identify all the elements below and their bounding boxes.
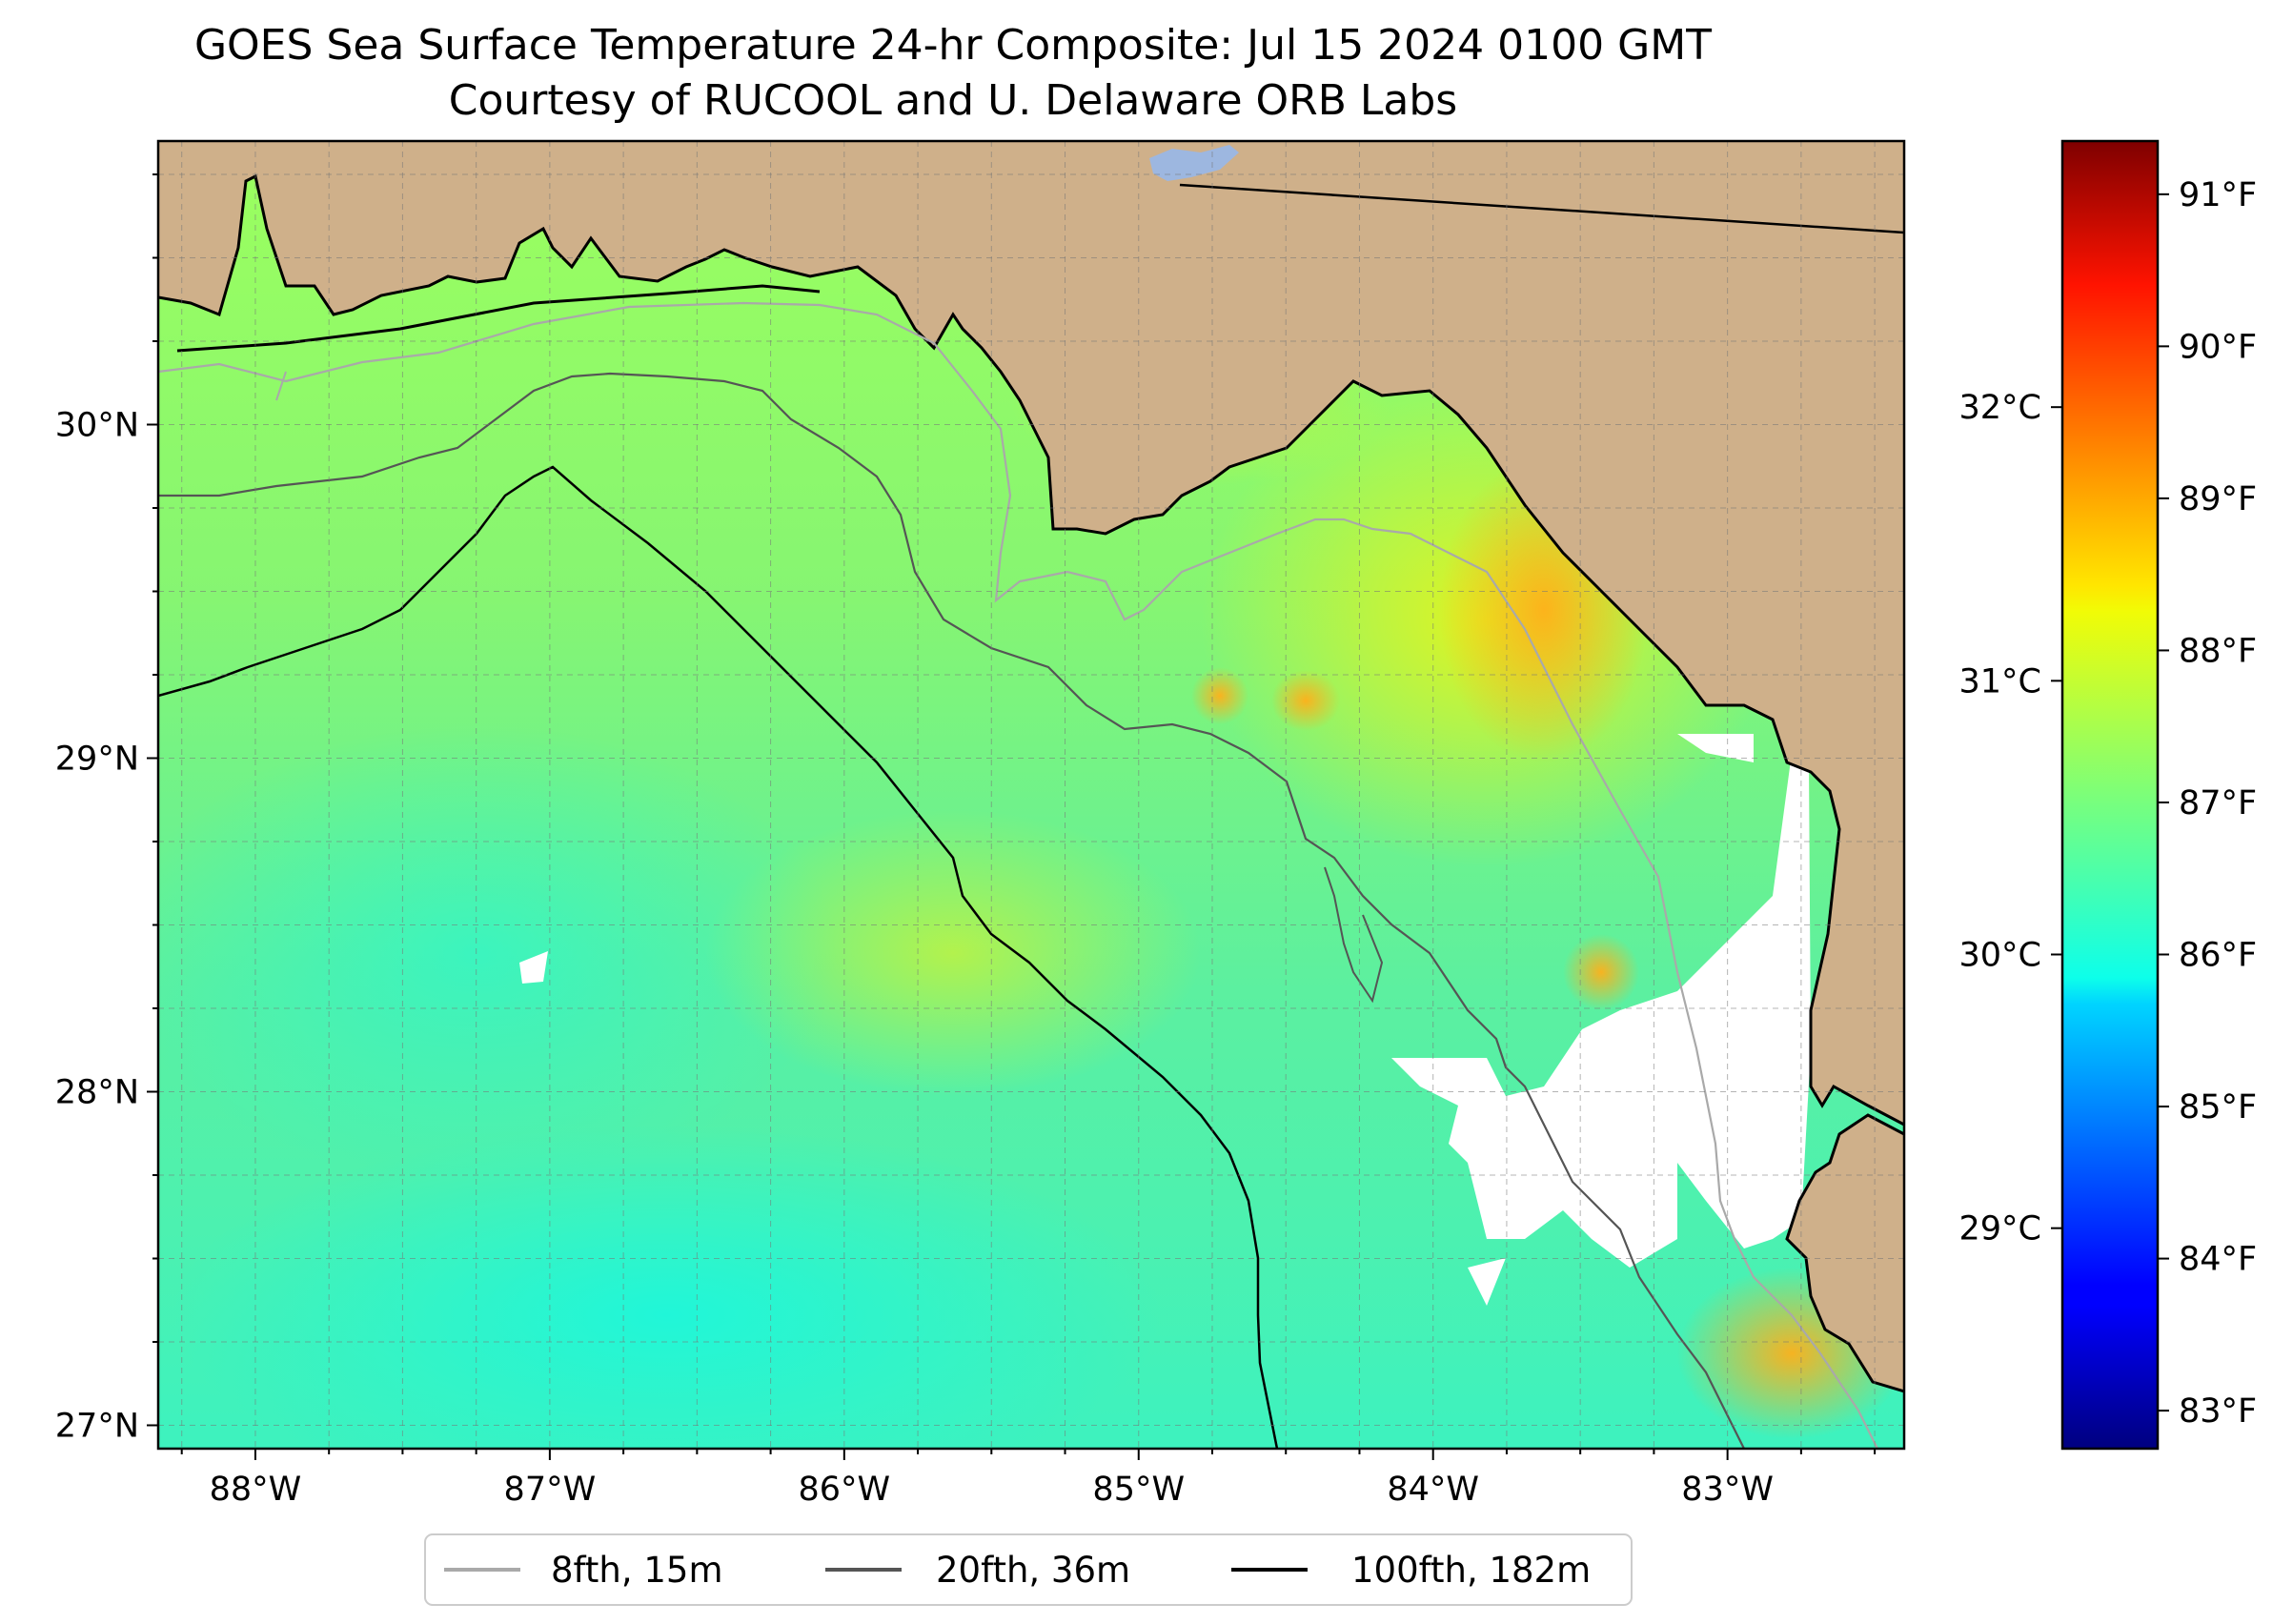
colorbar-f-label: 89°F: [2179, 480, 2257, 518]
colorbar-c-label: 29°C: [1959, 1210, 2041, 1248]
colorbar: [2062, 141, 2158, 1449]
colorbar-c-label: 30°C: [1959, 937, 2041, 975]
colorbar-f-label: 91°F: [2179, 176, 2257, 214]
coastline: [158, 173, 1904, 1127]
cloud-mask: [519, 951, 548, 984]
hot-water-patch: [1271, 670, 1340, 731]
legend-label-8fth: 8fth, 15m: [551, 1550, 723, 1591]
colorbar-c-label: 31°C: [1959, 662, 2041, 700]
warm-water-patch: [705, 810, 1201, 1096]
latitude-tick-label: 27°N: [55, 1408, 139, 1446]
isobath-100fth: [158, 465, 1279, 1449]
hot-water-patch: [1191, 667, 1248, 724]
isobath-8fth: [158, 301, 1878, 1449]
longitude-tick-label: 86°W: [798, 1471, 890, 1509]
map-area: [158, 141, 1904, 1449]
colorbar-f-label: 86°F: [2179, 937, 2257, 975]
colorbar-f-label: 90°F: [2179, 328, 2257, 366]
state-boundary: [1179, 183, 1904, 234]
map-frame: [156, 139, 1906, 1451]
colorbar-axes: 91°F 90°F 89°F 88°F 87°F 86°F 85°F 84°F 83°F 32°C…: [1959, 176, 2258, 1431]
isobath-8fth: [275, 371, 287, 401]
coastline: [1785, 1113, 1904, 1393]
legend: 8fth, 15m 20fth, 36m 100fth, 182m: [424, 1533, 1633, 1606]
map-title: GOES Sea Surface Temperature 24-hr Compo…: [193, 21, 1713, 70]
coastline: [176, 284, 821, 353]
hot-water-patch: [1563, 934, 1639, 1010]
cloud-mask: [1677, 734, 1754, 762]
colorbar-f-label: 88°F: [2179, 632, 2257, 670]
cloud-mask: [1468, 1258, 1506, 1306]
isobath-20fth: [158, 372, 1745, 1449]
map-axes: 88°W 87°W 86°W 85°W 84°W 83°W 30°N 29°N 28°N 27°N: [55, 173, 1877, 1509]
longitude-tick-label: 88°W: [210, 1471, 302, 1509]
legend-label-100fth: 100fth, 182m: [1351, 1550, 1591, 1591]
longitude-tick-label: 83°W: [1681, 1471, 1774, 1509]
colorbar-frame: [2060, 139, 2160, 1451]
colorbar-f-label: 84°F: [2179, 1241, 2257, 1279]
graticule: [158, 141, 1904, 1449]
longitude-tick-label: 85°W: [1092, 1471, 1185, 1509]
land-mass: [158, 141, 1904, 1125]
legend-box: [424, 1533, 1633, 1606]
isobath-20fth: [1324, 866, 1384, 1004]
latitude-tick-label: 29°N: [55, 741, 139, 779]
cool-water-patch: [172, 1125, 1163, 1449]
legend-label-20fth: 20fth, 36m: [936, 1550, 1130, 1591]
cloud-mask: [1391, 753, 1811, 1268]
map-subtitle: Courtesy of RUCOOL and U. Delaware ORB L…: [448, 76, 1458, 125]
latitude-tick-label: 28°N: [55, 1074, 139, 1112]
longitude-tick-label: 84°W: [1387, 1471, 1479, 1509]
cool-water-patch: [158, 724, 839, 1182]
inland-lake: [1149, 145, 1239, 181]
colorbar-c-label: 32°C: [1959, 389, 2041, 427]
colorbar-f-label: 85°F: [2179, 1088, 2257, 1127]
colorbar-f-label: 83°F: [2179, 1392, 2257, 1431]
latitude-tick-label: 30°N: [55, 407, 139, 445]
colorbar-f-label: 87°F: [2179, 784, 2257, 822]
longitude-tick-label: 87°W: [504, 1471, 597, 1509]
